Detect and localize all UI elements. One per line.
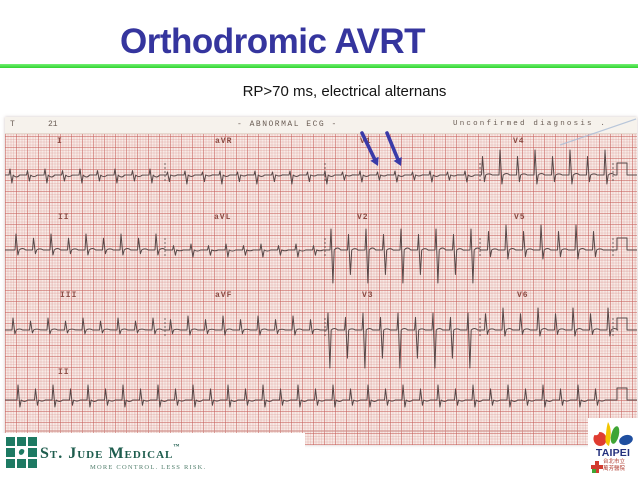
stjude-trademark: ™ <box>173 444 180 450</box>
slide-subtitle: RP>70 ms, electrical alternans <box>242 83 447 100</box>
ecg-lead-label-aVL: aVL <box>214 213 232 222</box>
ecg-image: T 21 - ABNORMAL ECG - Unconfirmed diagno… <box>5 117 637 445</box>
ecg-lead-label-III: III <box>60 291 78 300</box>
stjude-logo-name: St. Jude Medical™ <box>40 444 179 463</box>
ecg-lead-label-V6: V6 <box>517 291 529 300</box>
stjude-logo-mark <box>6 437 37 468</box>
ecg-header-diagnosis: Unconfirmed diagnosis . <box>453 120 608 128</box>
ecg-traces <box>5 149 637 408</box>
taipei-org-line1: 台北市立 <box>603 459 626 465</box>
ecg-header-num: 21 <box>48 120 58 129</box>
ecg-lead-label-II: II <box>58 213 70 222</box>
ecg-lead-label-V5: V5 <box>514 213 526 222</box>
ecg-lead-label-I: I <box>57 137 63 146</box>
ecg-lead-label-V4: V4 <box>513 137 525 146</box>
taipei-org-line2: 萬芳醫院 <box>603 466 626 472</box>
ecg-lead-label-V2: V2 <box>357 213 369 222</box>
taipei-org-name: 台北市立 萬芳醫院 <box>603 459 638 473</box>
taipei-logo-name: TAIPEI <box>595 447 631 459</box>
ecg-lead-label-aVF: aVF <box>215 291 233 300</box>
ecg-lead-label-V3: V3 <box>362 291 374 300</box>
ecg-header-t: T <box>10 120 15 129</box>
stjude-tagline: MORE CONTROL. LESS RISK. <box>90 464 207 471</box>
hospital-cross-icon <box>591 461 603 473</box>
ecg-lead-label-rhythm-II: II <box>58 368 70 377</box>
paper-fold-line <box>5 430 637 432</box>
stjude-logo: St. Jude Medical™ MORE CONTROL. LESS RIS… <box>0 433 305 478</box>
ecg-header-abnormal: - ABNORMAL ECG - <box>237 120 338 129</box>
taipei-logo: TAIPEI 台北市立 萬芳醫院 <box>588 418 638 478</box>
slide-title: Orthodromic AVRT <box>119 22 426 61</box>
ecg-machine-header: T 21 - ABNORMAL ECG - Unconfirmed diagno… <box>5 117 637 134</box>
taipei-logo-mark <box>592 422 633 446</box>
stjude-name-text: St. Jude Medical <box>40 445 174 462</box>
title-underline <box>0 64 638 68</box>
ecg-lead-label-aVR: aVR <box>215 137 233 146</box>
